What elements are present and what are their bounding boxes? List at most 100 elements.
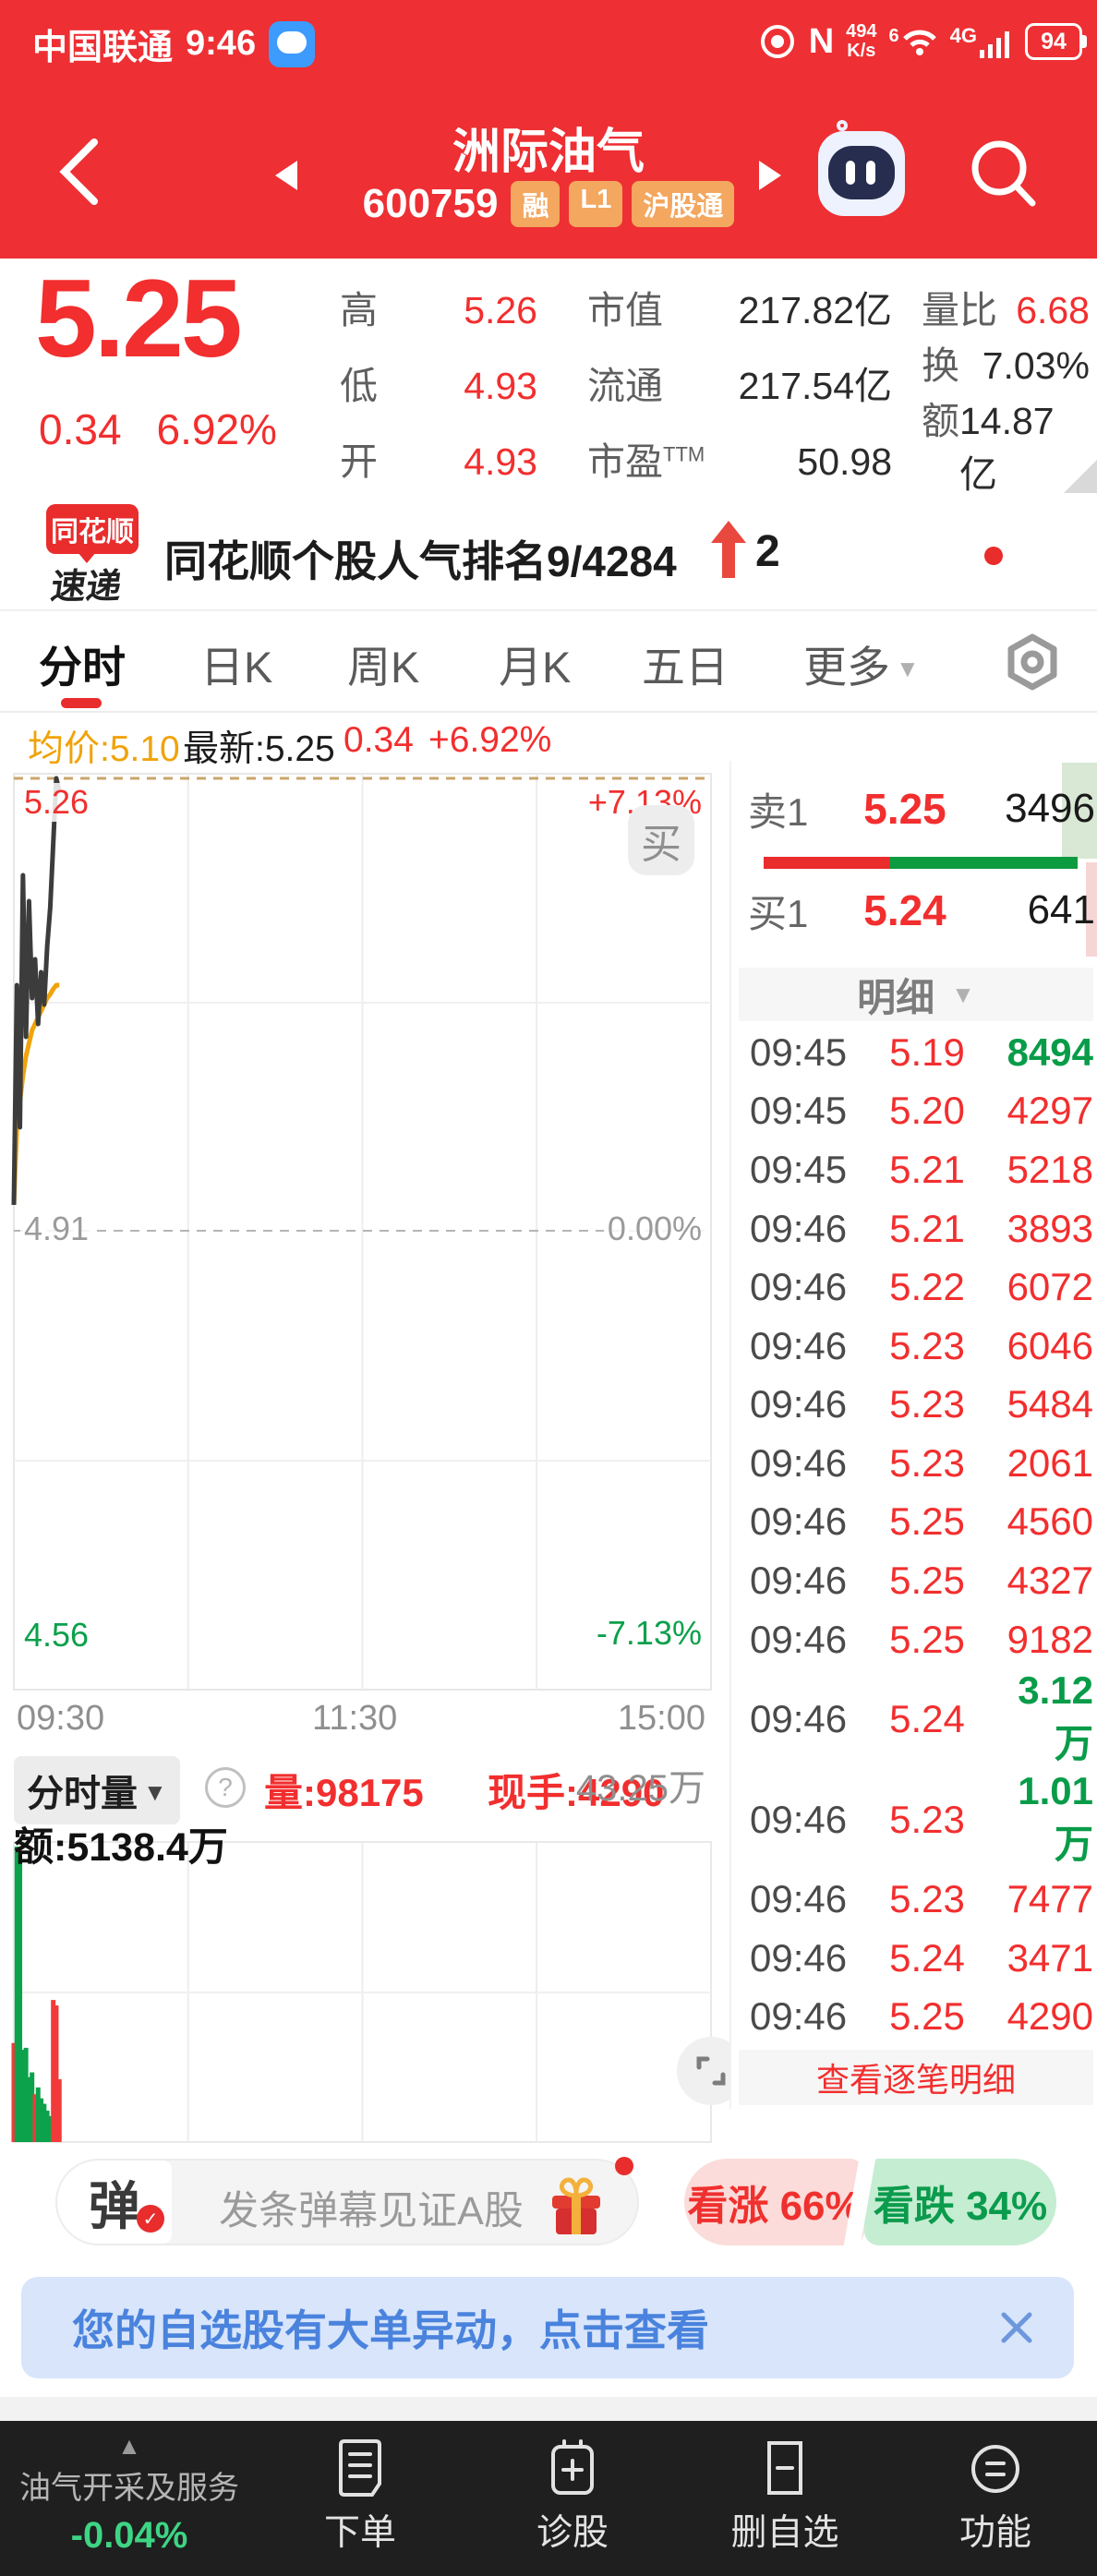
tab-五日[interactable]: 五日 xyxy=(642,643,729,692)
sector-widget[interactable]: ▲ 油气开采及服务 -0.04% xyxy=(0,2421,259,2557)
trade-row[interactable]: 09:46 5.25 4290 xyxy=(731,1988,1097,2047)
chart-settings-icon[interactable] xyxy=(1005,633,1060,691)
detail-header[interactable]: 明细 ▼ xyxy=(739,968,1093,1021)
quote-stat-row: 量比 6.68 xyxy=(922,289,1090,331)
help-icon[interactable]: ? xyxy=(205,1767,246,1808)
vote-bear-button[interactable]: 看跌 34% xyxy=(864,2159,1056,2245)
quote-stat-row: 开 4.93 xyxy=(340,440,537,483)
volume-indicator-selector[interactable]: 分时量 ▼ xyxy=(14,1756,180,1824)
chart-prevclose-price: 4.91 xyxy=(20,1210,93,1248)
volume-current: 现手:4290 xyxy=(488,1771,665,1814)
trade-volume: 4560 xyxy=(1007,1499,1093,1544)
trade-row[interactable]: 09:46 5.23 5484 xyxy=(731,1375,1097,1434)
trade-row[interactable]: 09:45 5.20 4297 xyxy=(731,1082,1097,1141)
order-book-panel: 卖1 5.25 3496 买1 5.24 641 明细 ▼ 09:45 5.19 84… xyxy=(729,761,1097,2109)
trade-row[interactable]: 09:46 5.23 6046 xyxy=(731,1317,1097,1376)
notification-dot xyxy=(984,547,1003,565)
trade-time: 09:46 xyxy=(750,1558,848,1602)
search-icon[interactable] xyxy=(964,135,1043,214)
trade-row[interactable]: 09:46 5.24 3471 xyxy=(731,1929,1097,1988)
avg-price: 均价:5.10 xyxy=(28,729,180,769)
trade-row[interactable]: 09:46 5.23 7477 xyxy=(731,1870,1097,1929)
quote-summary[interactable]: 5.25 0.34 6.92% 高 5.26 低 4.93 开 4.93 市值 217.82亿… xyxy=(0,257,1097,499)
ths-logo: 同花顺 xyxy=(46,504,139,563)
trade-time: 09:46 xyxy=(750,1265,848,1309)
tab-周K[interactable]: 周K xyxy=(347,643,420,692)
trade-volume: 4327 xyxy=(1007,1558,1093,1602)
nav-item-诊股[interactable]: 诊股 xyxy=(480,2421,665,2556)
quote-column-2: 市值 217.82亿 流通 217.54亿 市盈TTM 50.98 xyxy=(587,279,892,486)
nav-item-下单[interactable]: 下单 xyxy=(268,2421,452,2556)
stock-badge: L1 xyxy=(569,181,623,227)
trade-price: 5.23 xyxy=(889,1797,965,1841)
danmu-input[interactable]: 弹 ✓ 发条弹幕见证A股 xyxy=(55,2159,639,2245)
prev-stock-icon[interactable] xyxy=(275,161,297,190)
trade-volume: 4297 xyxy=(1007,1089,1093,1133)
trade-row[interactable]: 09:46 5.21 3893 xyxy=(731,1199,1097,1258)
stock-code: 600759 xyxy=(362,181,499,226)
trade-row[interactable]: 09:46 5.25 4327 xyxy=(731,1551,1097,1610)
next-stock-icon[interactable] xyxy=(759,161,781,190)
timeshare-chart[interactable] xyxy=(0,772,729,2151)
nav-item-label: 诊股 xyxy=(536,2513,609,2553)
quote-stat-row: 换 7.03% xyxy=(922,344,1090,387)
expand-quote-icon[interactable] xyxy=(1064,460,1097,493)
tab-日K[interactable]: 日K xyxy=(200,643,273,692)
tab-分时[interactable]: 分时 xyxy=(39,643,126,692)
trade-volume: 2061 xyxy=(1007,1440,1093,1485)
quote-stat-row: 流通 217.54亿 xyxy=(587,365,892,407)
quote-stat-row: 市盈TTM 50.98 xyxy=(587,440,892,483)
chart-min-pct: -7.13% xyxy=(592,1614,705,1653)
trade-row[interactable]: 09:45 5.19 8494 xyxy=(731,1023,1097,1082)
wifi-icon: 6 xyxy=(889,26,938,57)
trade-time: 09:46 xyxy=(750,1617,848,1661)
trade-row[interactable]: 09:46 5.22 6072 xyxy=(731,1258,1097,1317)
trade-time: 09:46 xyxy=(750,1877,848,1921)
trade-tick-list[interactable]: 09:45 5.19 8494 09:45 5.20 4297 09:45 5.21 5218 0… xyxy=(731,1023,1097,2046)
trade-row[interactable]: 09:46 5.25 9182 xyxy=(731,1610,1097,1669)
back-icon[interactable] xyxy=(54,137,105,207)
trade-row[interactable]: 09:45 5.21 5218 xyxy=(731,1140,1097,1199)
bid-row[interactable]: 买1 5.24 641 xyxy=(748,886,1095,935)
popularity-banner[interactable]: 同花顺 速递 同花顺个股人气排名9/4284 2 xyxy=(0,499,1097,1066)
trade-price: 5.22 xyxy=(889,1265,965,1309)
chart-tab-bar: 分时 日K 周K 月K 五日 更多 ▼ xyxy=(0,611,1097,713)
trade-row[interactable]: 09:46 5.25 4560 xyxy=(731,1493,1097,1552)
trade-price: 5.21 xyxy=(889,1147,965,1191)
trade-time: 09:46 xyxy=(750,1499,848,1544)
nav-item-label: 删自选 xyxy=(730,2513,839,2553)
vote-bull-button[interactable]: 看涨 66% xyxy=(684,2159,864,2245)
tab-更多[interactable]: 更多 ▼ xyxy=(803,643,920,692)
quick-buy-button[interactable]: 买 xyxy=(628,805,694,875)
trade-time: 09:46 xyxy=(750,1440,848,1485)
trade-row[interactable]: 09:46 5.24 3.12万 xyxy=(731,1668,1097,1769)
ai-assistant-icon[interactable] xyxy=(818,120,905,216)
nav-item-删自选[interactable]: 删自选 xyxy=(693,2421,877,2556)
trade-row[interactable]: 09:46 5.23 1.01万 xyxy=(731,1769,1097,1870)
ask-row[interactable]: 卖1 5.25 3496 xyxy=(748,785,1095,834)
latest-price: 最新:5.25 xyxy=(183,729,335,769)
danmu-placeholder: 发条弹幕见证A股 xyxy=(219,2189,524,2233)
trade-row[interactable]: 09:46 5.23 2061 xyxy=(731,1434,1097,1493)
latest-change-pct: +6.92% xyxy=(428,720,552,760)
gift-icon[interactable] xyxy=(547,2172,606,2238)
ask-ratio-segment xyxy=(889,857,1078,869)
bid-ask-ratio-bar xyxy=(764,857,1078,869)
tab-月K[interactable]: 月K xyxy=(499,643,572,692)
chart-zero-pct: 0.00% xyxy=(603,1210,705,1248)
close-alert-icon[interactable] xyxy=(996,2307,1037,2348)
nav-item-label: 功能 xyxy=(958,2513,1031,2553)
view-all-trades-button[interactable]: 查看逐笔明细 xyxy=(739,2050,1093,2105)
status-bar: 中国联通 9:46 N 494 K/s 6 4G 94 xyxy=(0,0,1097,83)
nav-item-功能[interactable]: 功能 xyxy=(903,2421,1088,2556)
trade-time: 09:46 xyxy=(750,1797,848,1841)
trade-volume: 9182 xyxy=(1007,1617,1093,1661)
alert-banner[interactable]: 您的自选股有大单异动，点击查看 xyxy=(21,2277,1074,2378)
network-speed: 494 K/s xyxy=(846,21,877,61)
popularity-rank-text: 同花顺个股人气排名9/4284 xyxy=(164,537,677,585)
volume-bars xyxy=(11,1847,62,2142)
trade-volume: 5484 xyxy=(1007,1382,1093,1426)
signal-icon: 4G xyxy=(950,24,1013,59)
trade-time: 09:46 xyxy=(750,1382,848,1426)
trade-volume: 5218 xyxy=(1007,1147,1093,1191)
